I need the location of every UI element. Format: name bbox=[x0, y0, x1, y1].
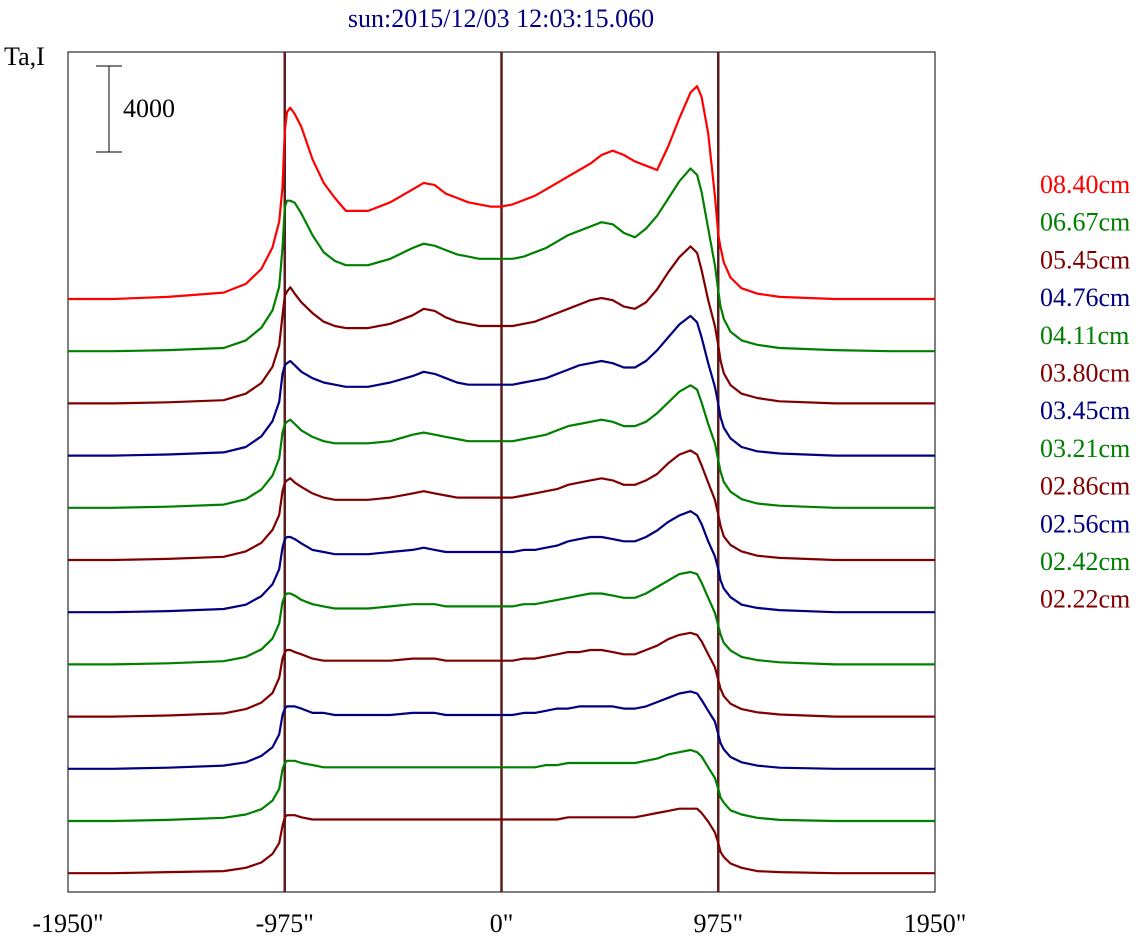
series-line-6 bbox=[68, 510, 935, 614]
series-line-0 bbox=[68, 85, 935, 301]
legend-item-11: 02.22cm bbox=[1040, 585, 1130, 614]
series-line-3 bbox=[68, 314, 935, 457]
legend-item-9: 02.56cm bbox=[1040, 509, 1130, 538]
x-tick-label-3: 975" bbox=[693, 909, 743, 938]
series-line-10 bbox=[68, 748, 935, 823]
x-tick-label-2: 0" bbox=[490, 909, 514, 938]
series-layer bbox=[68, 85, 935, 875]
series-line-9 bbox=[68, 690, 935, 770]
series-line-7 bbox=[68, 570, 935, 666]
y-axis-label: Ta,I bbox=[4, 42, 45, 71]
legend-item-10: 02.42cm bbox=[1040, 547, 1130, 576]
series-line-8 bbox=[68, 631, 935, 718]
legend-item-4: 04.11cm bbox=[1040, 321, 1129, 350]
legend-item-8: 02.86cm bbox=[1040, 472, 1130, 501]
series-line-4 bbox=[68, 384, 935, 509]
legend-item-2: 05.45cm bbox=[1040, 245, 1130, 274]
legend-item-7: 03.21cm bbox=[1040, 434, 1130, 463]
series-line-11 bbox=[68, 807, 935, 875]
legend-item-6: 03.45cm bbox=[1040, 396, 1130, 425]
legend-item-3: 04.76cm bbox=[1040, 283, 1130, 312]
scale-bar-label: 4000 bbox=[123, 94, 175, 123]
series-line-1 bbox=[68, 167, 935, 353]
x-tick-label-1: -975" bbox=[256, 909, 314, 938]
legend-item-0: 08.40cm bbox=[1040, 170, 1130, 199]
x-tick-label-0: -1950" bbox=[32, 909, 103, 938]
reference-lines bbox=[283, 52, 720, 892]
legend: 08.40cm 06.67cm 05.45cm 04.76cm 04.11cm 03.80… bbox=[1040, 170, 1130, 614]
series-line-2 bbox=[68, 245, 935, 405]
legend-item-1: 06.67cm bbox=[1040, 208, 1130, 237]
x-tick-label-4: 1950" bbox=[904, 909, 967, 938]
legend-item-5: 03.80cm bbox=[1040, 359, 1130, 388]
chart-title: sun:2015/12/03 12:03:15.060 bbox=[348, 4, 654, 33]
x-tick-labels: -1950" -975" 0" 975" 1950" bbox=[32, 909, 966, 938]
series-line-5 bbox=[68, 449, 935, 562]
scale-bar: 4000 bbox=[96, 65, 175, 153]
